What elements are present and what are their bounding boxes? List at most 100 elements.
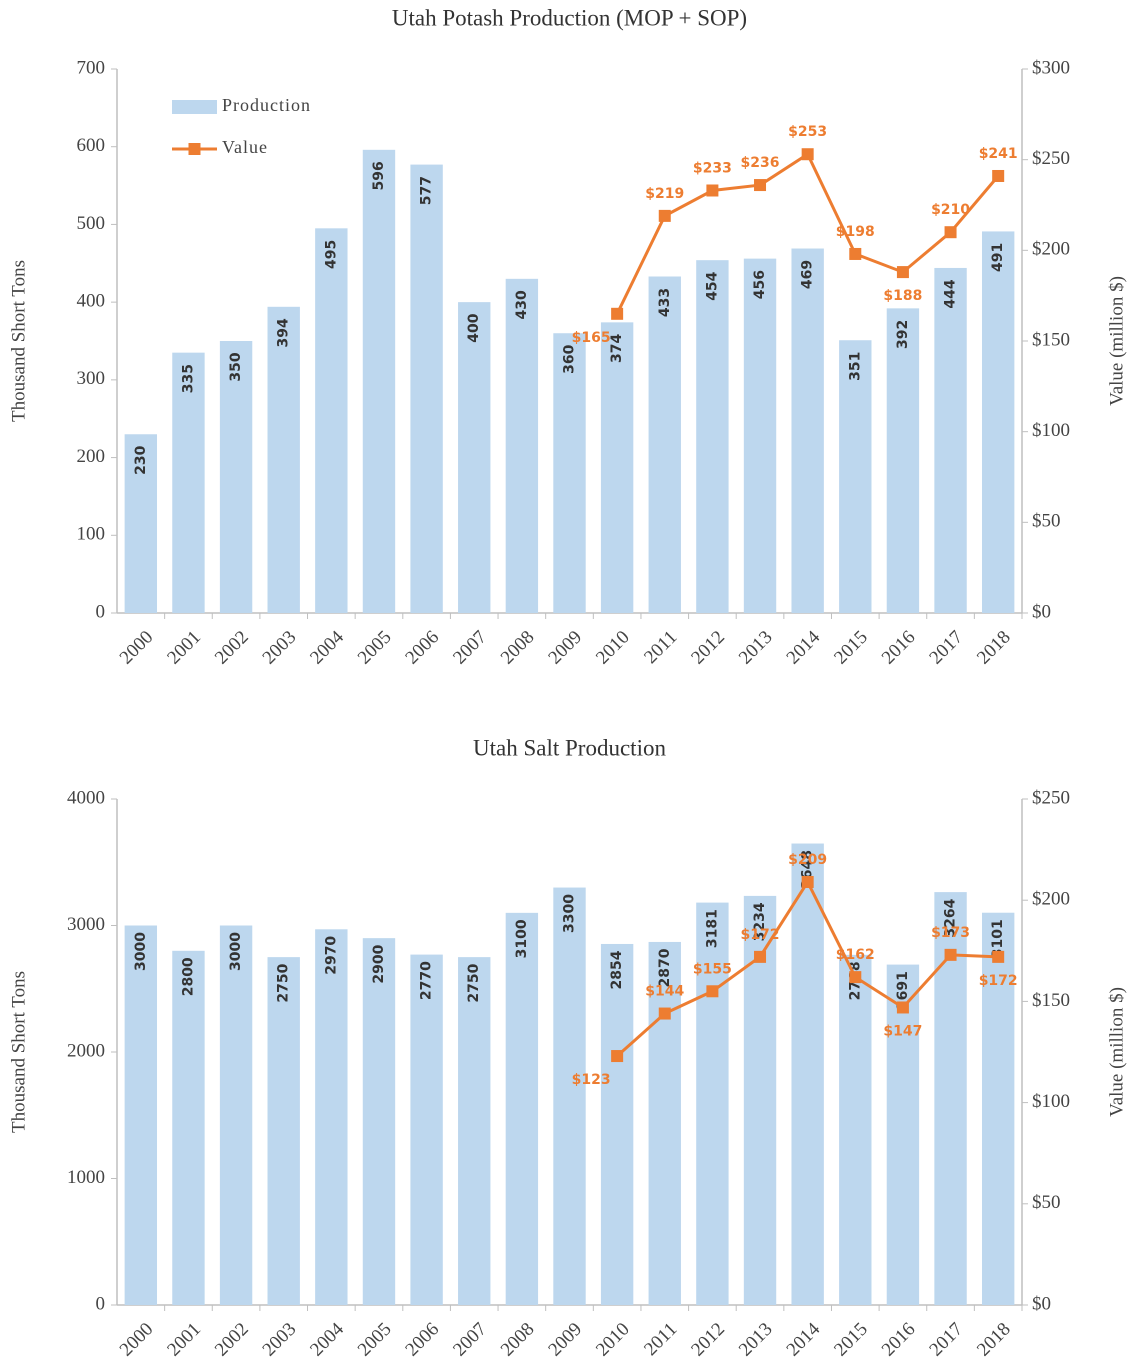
- x-tick-label: 2014: [783, 1318, 825, 1360]
- bar: [981, 231, 1015, 613]
- marker: [754, 179, 767, 192]
- marker: [944, 226, 957, 239]
- y2-tick-label: $100: [1032, 1091, 1070, 1112]
- y2-tick-label: $0: [1032, 601, 1051, 622]
- y2-tick-label: $50: [1032, 1192, 1061, 1213]
- marker: [992, 169, 1005, 182]
- x-tick-label: 2014: [783, 626, 825, 668]
- bar: [219, 341, 253, 613]
- marker: [801, 875, 814, 888]
- bar: [600, 322, 634, 613]
- bar: [839, 340, 872, 613]
- bar-label: 392: [895, 320, 911, 349]
- legend-swatch: [188, 143, 201, 155]
- bar: [839, 954, 872, 1305]
- value-label: $147: [883, 1023, 922, 1039]
- bar-label: 3264: [943, 898, 959, 937]
- x-tick-label: 2000: [116, 1319, 158, 1360]
- value-label: $219: [645, 186, 684, 202]
- bar-label: 335: [180, 364, 196, 393]
- bar: [648, 276, 681, 613]
- marker: [611, 307, 624, 320]
- x-tick-label: 2010: [592, 627, 634, 669]
- y2-axis-label: Value (million $): [1106, 276, 1127, 406]
- bar-label: 394: [276, 318, 292, 347]
- bar: [553, 333, 586, 613]
- y2-tick-label: $100: [1032, 420, 1070, 441]
- x-tick-label: 2005: [354, 1319, 396, 1360]
- x-tick-label: 2013: [735, 627, 777, 669]
- bar: [362, 938, 396, 1305]
- bar: [458, 302, 491, 613]
- bar-label: 444: [943, 279, 959, 308]
- legend-label: Production: [222, 95, 311, 115]
- bar-label: 2900: [371, 944, 387, 983]
- bar: [696, 260, 729, 613]
- legend-label: Value: [222, 137, 268, 157]
- bar: [458, 957, 491, 1305]
- value-label: $209: [788, 852, 827, 868]
- x-tick-label: 2016: [878, 627, 920, 669]
- bar-label: 2970: [323, 936, 339, 975]
- bar: [172, 950, 205, 1305]
- value-label: $236: [741, 155, 780, 171]
- bar: [410, 954, 443, 1305]
- bar-label: 3000: [228, 932, 244, 971]
- value-label: $173: [931, 925, 970, 941]
- bar-label: 3101: [990, 919, 1006, 958]
- bar-label: 577: [419, 176, 435, 205]
- bar: [315, 929, 348, 1305]
- y-tick-label: 700: [77, 57, 106, 78]
- bar-label: 3300: [562, 894, 578, 933]
- y2-tick-label: $50: [1032, 511, 1061, 532]
- value-label: $172: [741, 927, 780, 943]
- x-tick-label: 2018: [973, 627, 1015, 669]
- x-tick-label: 2004: [306, 1318, 348, 1360]
- y-tick-label: 500: [77, 213, 106, 234]
- y2-tick-label: $250: [1032, 787, 1070, 808]
- bar: [124, 434, 158, 613]
- bar: [886, 308, 920, 613]
- value-label: $144: [645, 984, 684, 1000]
- bar-label: 495: [323, 240, 339, 269]
- bar-label: 230: [133, 445, 149, 474]
- bar-label: 400: [466, 313, 482, 342]
- value-label: $241: [979, 146, 1018, 162]
- x-tick-label: 2016: [878, 1319, 920, 1360]
- value-label: $210: [931, 202, 970, 218]
- marker: [944, 948, 957, 961]
- bar-label: 374: [609, 333, 625, 362]
- value-label: $172: [979, 973, 1018, 989]
- bar-label: 596: [371, 161, 387, 190]
- bar: [553, 887, 586, 1305]
- y-tick-label: 2000: [67, 1040, 105, 1061]
- y-tick-label: 600: [77, 135, 106, 156]
- x-tick-label: 2008: [497, 627, 539, 669]
- bar-label: 430: [514, 290, 530, 319]
- bar-label: 3100: [514, 919, 530, 958]
- y-tick-label: 1000: [67, 1167, 105, 1188]
- y-tick-label: 300: [77, 368, 106, 389]
- x-tick-label: 2002: [211, 1319, 253, 1360]
- y-axis-label: Thousand Short Tons: [8, 260, 29, 422]
- bar: [505, 912, 539, 1305]
- bar: [981, 912, 1015, 1305]
- value-label: $198: [836, 224, 875, 240]
- bar: [791, 843, 824, 1305]
- bar: [743, 258, 777, 613]
- marker: [849, 971, 862, 984]
- bar-label: 3181: [704, 909, 720, 948]
- value-label: $165: [572, 330, 611, 346]
- bar-label: 491: [990, 243, 1006, 272]
- x-tick-label: 2015: [830, 627, 872, 669]
- x-tick-label: 2012: [687, 1319, 729, 1360]
- marker: [896, 1001, 909, 1014]
- y-tick-label: 3000: [67, 914, 105, 935]
- bar-label: 351: [847, 352, 863, 381]
- bar: [696, 902, 729, 1305]
- x-tick-label: 2017: [925, 1319, 967, 1360]
- marker: [992, 950, 1005, 963]
- y2-tick-label: $150: [1032, 990, 1070, 1011]
- bar-label: 454: [704, 271, 720, 300]
